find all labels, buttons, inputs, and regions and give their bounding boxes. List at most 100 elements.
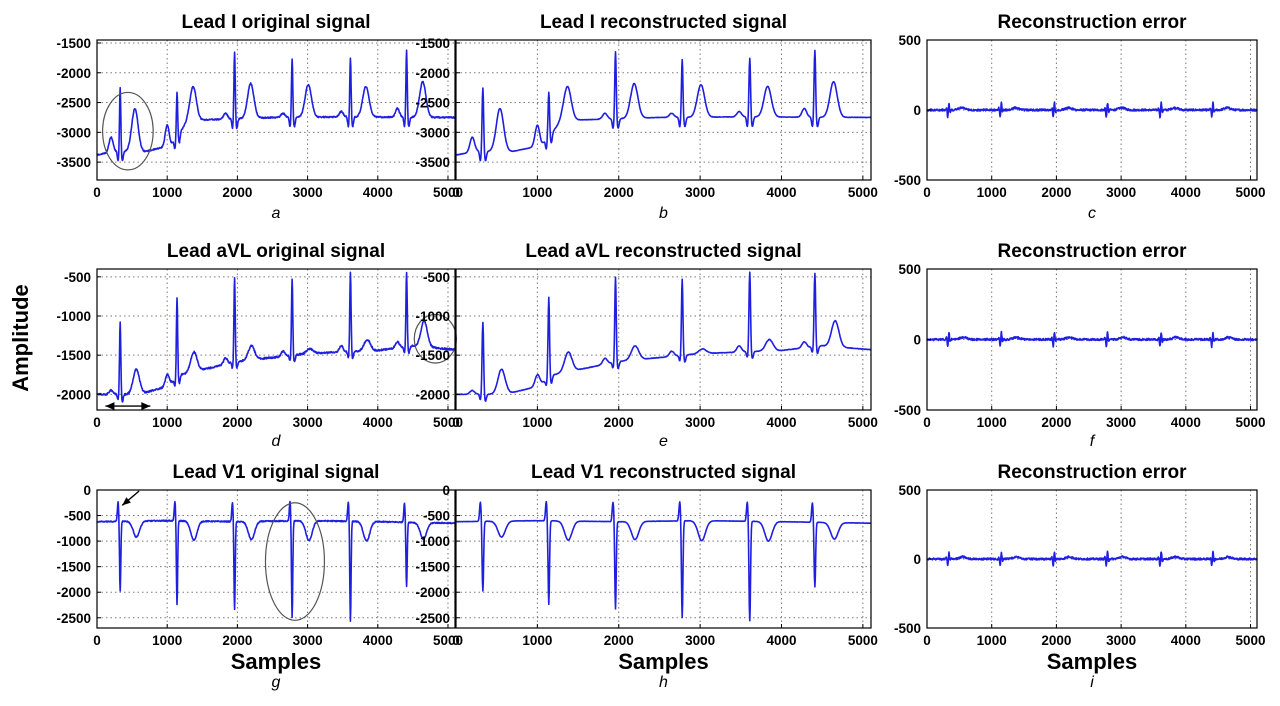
ytick-label-c-0: -500 bbox=[894, 173, 921, 188]
series-line-a bbox=[96, 49, 456, 162]
xtick-label-c-1: 1000 bbox=[977, 185, 1007, 200]
ytick-label-g-5: 0 bbox=[83, 483, 91, 498]
xtick-label-e-2: 2000 bbox=[604, 415, 634, 430]
xtick-label-h-1: 1000 bbox=[522, 633, 552, 648]
xtick-label-d-3: 3000 bbox=[293, 415, 323, 430]
panel-f: Reconstruction error 0 1000 2000 3000 4000 500… bbox=[894, 241, 1266, 450]
panel-title-a: Lead I original signal bbox=[182, 12, 371, 33]
series-line-f bbox=[926, 330, 1258, 349]
series-line-i bbox=[926, 550, 1258, 567]
xtick-label-i-3: 3000 bbox=[1106, 633, 1136, 648]
axes-frame-d bbox=[96, 268, 456, 411]
xtick-label-c-3: 3000 bbox=[1106, 185, 1136, 200]
annotation-double-arrow-d bbox=[105, 402, 151, 411]
xtick-label-d-5: 5000 bbox=[433, 415, 463, 430]
panel-letter-h: h bbox=[659, 674, 668, 691]
ytick-label-g-1: -2000 bbox=[56, 585, 91, 600]
panel-c: Reconstruction error 0 1000 2000 3000 4000 500… bbox=[894, 12, 1266, 222]
ytick-label-h-3: -1000 bbox=[415, 534, 450, 549]
ytick-label-b-0: -3500 bbox=[415, 155, 450, 170]
ytick-label-e-2: -1000 bbox=[415, 309, 450, 324]
xtick-label-h-2: 2000 bbox=[604, 633, 634, 648]
panel-title-f: Reconstruction error bbox=[998, 241, 1188, 262]
ytick-label-d-3: -500 bbox=[64, 270, 91, 285]
axes-frame-a bbox=[96, 39, 456, 181]
xtick-label-i-1: 1000 bbox=[977, 633, 1007, 648]
xtick-label-e-4: 4000 bbox=[766, 415, 796, 430]
ytick-label-h-2: -1500 bbox=[415, 560, 450, 575]
xtick-label-g-0: 0 bbox=[93, 633, 101, 648]
xtick-label-b-4: 4000 bbox=[766, 185, 796, 200]
xtick-label-e-5: 5000 bbox=[848, 415, 878, 430]
panel-e: Lead aVL reconstructed signal 0 1000 2000 30… bbox=[415, 241, 877, 450]
xtick-label-g-2: 2000 bbox=[222, 633, 252, 648]
panel-title-g: Lead V1 original signal bbox=[173, 462, 380, 483]
xtick-label-i-4: 4000 bbox=[1171, 633, 1201, 648]
panel-title-h: Lead V1 reconstructed signal bbox=[531, 462, 796, 483]
panel-letter-e: e bbox=[659, 433, 668, 450]
series-line-d bbox=[96, 271, 456, 403]
panel-letter-f: f bbox=[1090, 433, 1096, 450]
ytick-label-g-4: -500 bbox=[64, 509, 91, 524]
panel-letter-i: i bbox=[1090, 674, 1094, 691]
ytick-label-a-1: -3000 bbox=[56, 125, 91, 140]
series-line-e bbox=[455, 271, 872, 402]
panel-letter-d: d bbox=[272, 433, 282, 450]
ytick-label-b-3: -2000 bbox=[415, 66, 450, 81]
ytick-label-h-1: -2000 bbox=[415, 585, 450, 600]
xtick-label-b-2: 2000 bbox=[604, 185, 634, 200]
xtick-label-c-2: 2000 bbox=[1041, 185, 1071, 200]
x-axis-label-i: Samples bbox=[1047, 649, 1138, 674]
xtick-label-a-0: 0 bbox=[93, 185, 101, 200]
panel-b: Lead I reconstructed signal 0 1000 2000 3000… bbox=[415, 12, 877, 222]
xtick-label-e-1: 1000 bbox=[522, 415, 552, 430]
ytick-label-h-4: -500 bbox=[423, 509, 450, 524]
ytick-label-i-0: -500 bbox=[894, 621, 921, 636]
axes-frame-e bbox=[455, 268, 872, 411]
axes-frame-g bbox=[96, 489, 456, 629]
annotation-arrow-g bbox=[121, 490, 140, 506]
xtick-label-a-3: 3000 bbox=[293, 185, 323, 200]
xtick-label-f-4: 4000 bbox=[1171, 415, 1201, 430]
ytick-label-d-1: -1500 bbox=[56, 348, 91, 363]
xtick-label-g-1: 1000 bbox=[152, 633, 182, 648]
xtick-label-b-3: 3000 bbox=[685, 185, 715, 200]
ytick-label-e-0: -2000 bbox=[415, 387, 450, 402]
ytick-label-i-2: 500 bbox=[898, 483, 921, 498]
x-axis-label-g: Samples bbox=[231, 649, 322, 674]
xtick-label-h-0: 0 bbox=[452, 633, 460, 648]
panel-title-b: Lead I reconstructed signal bbox=[540, 12, 787, 33]
ytick-label-g-3: -1000 bbox=[56, 534, 91, 549]
xtick-label-a-1: 1000 bbox=[152, 185, 182, 200]
ytick-label-f-1: 0 bbox=[913, 333, 921, 348]
xtick-label-h-5: 5000 bbox=[848, 633, 878, 648]
xtick-label-i-2: 2000 bbox=[1041, 633, 1071, 648]
xtick-label-h-3: 3000 bbox=[685, 633, 715, 648]
ytick-label-b-4: -1500 bbox=[415, 36, 450, 51]
xtick-label-g-4: 4000 bbox=[363, 633, 393, 648]
ytick-label-h-5: 0 bbox=[442, 483, 450, 498]
panel-letter-g: g bbox=[272, 674, 281, 691]
series-line-c bbox=[926, 101, 1258, 119]
xtick-label-d-4: 4000 bbox=[363, 415, 393, 430]
xtick-label-c-0: 0 bbox=[923, 185, 931, 200]
axes-frame-h bbox=[455, 489, 872, 629]
ytick-label-a-0: -3500 bbox=[56, 155, 91, 170]
x-axis-label-h: Samples bbox=[618, 649, 709, 674]
xtick-label-i-0: 0 bbox=[923, 633, 931, 648]
ytick-label-f-2: 500 bbox=[898, 262, 921, 277]
axes-frame-b bbox=[455, 39, 872, 181]
xtick-label-g-3: 3000 bbox=[293, 633, 323, 648]
xtick-label-a-4: 4000 bbox=[363, 185, 393, 200]
xtick-label-a-5: 5000 bbox=[433, 185, 463, 200]
panel-letter-b: b bbox=[659, 205, 668, 222]
panel-h: Lead V1 reconstructed signal 0 1000 2000 300… bbox=[415, 462, 877, 691]
figure-ylabel: Amplitude bbox=[8, 284, 33, 392]
xtick-label-d-2: 2000 bbox=[222, 415, 252, 430]
series-line-b bbox=[455, 49, 872, 162]
panel-title-c: Reconstruction error bbox=[998, 12, 1188, 33]
ytick-label-d-0: -2000 bbox=[56, 387, 91, 402]
xtick-label-i-5: 5000 bbox=[1236, 633, 1266, 648]
panel-g: Lead V1 original signal 0 1000 2000 3000 4000… bbox=[56, 462, 463, 691]
xtick-label-f-0: 0 bbox=[923, 415, 931, 430]
